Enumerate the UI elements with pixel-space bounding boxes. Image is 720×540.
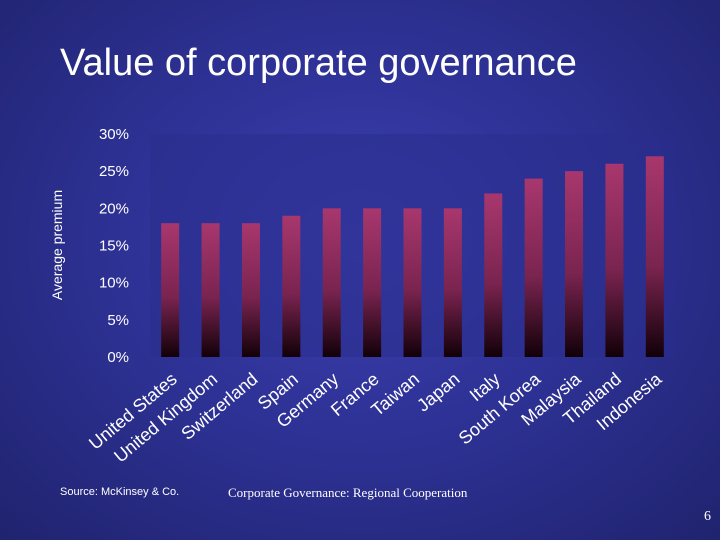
bar bbox=[524, 178, 543, 357]
y-tick-label: 25% bbox=[99, 163, 129, 180]
y-tick-label: 10% bbox=[99, 275, 129, 292]
bar bbox=[645, 156, 664, 357]
y-tick-label: 0% bbox=[107, 349, 129, 366]
y-tick-label: 30% bbox=[99, 126, 129, 143]
footer-title: Corporate Governance: Regional Cooperati… bbox=[228, 485, 468, 500]
bar bbox=[363, 208, 382, 357]
bar bbox=[241, 223, 260, 357]
bar bbox=[282, 215, 301, 357]
y-tick-label: 15% bbox=[99, 238, 129, 255]
y-tick-label: 20% bbox=[99, 200, 129, 217]
bar bbox=[201, 223, 220, 357]
bar bbox=[484, 193, 503, 357]
y-axis-label: Average premium bbox=[49, 190, 65, 300]
slide-title: Value of corporate governance bbox=[60, 42, 577, 84]
bar bbox=[322, 208, 341, 357]
bar bbox=[161, 223, 180, 357]
y-tick-label: 5% bbox=[107, 312, 129, 329]
bar bbox=[443, 208, 462, 357]
bar bbox=[565, 171, 584, 357]
page-number: 6 bbox=[704, 509, 711, 524]
x-tick-label: Japan bbox=[413, 369, 463, 416]
bar bbox=[605, 163, 624, 357]
bar bbox=[403, 208, 422, 357]
source-note: Source: McKinsey & Co. bbox=[60, 486, 180, 498]
